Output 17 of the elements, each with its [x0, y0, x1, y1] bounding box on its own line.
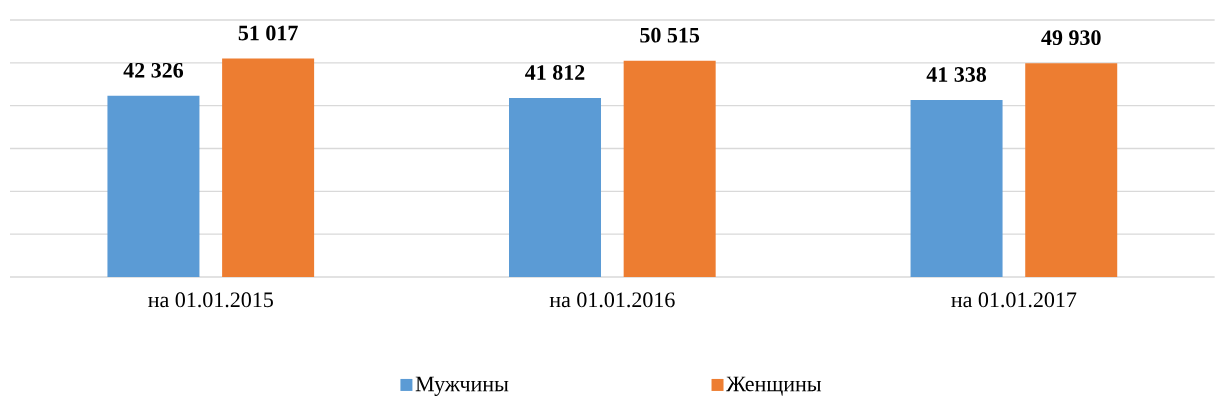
bar — [107, 95, 200, 277]
bar — [509, 97, 601, 277]
x-tick-label: на 01.01.2017 — [951, 292, 1077, 308]
data-label: 42 326 — [123, 62, 184, 78]
data-label: 51 017 — [238, 25, 298, 41]
bar — [623, 60, 716, 277]
legend-label: Женщины — [726, 376, 822, 396]
bar — [222, 58, 315, 277]
bar — [910, 99, 1003, 277]
x-tick-label: на 01.01.2015 — [148, 292, 273, 308]
bar — [1025, 63, 1118, 277]
data-label: 49 930 — [1041, 30, 1101, 46]
data-label: 50 515 — [640, 27, 700, 43]
x-tick-label: на 01.01.2016 — [549, 292, 675, 308]
data-label: 41 338 — [926, 67, 987, 82]
data-label: 41 812 — [525, 65, 585, 80]
legend-label: Мужчины — [415, 376, 509, 396]
